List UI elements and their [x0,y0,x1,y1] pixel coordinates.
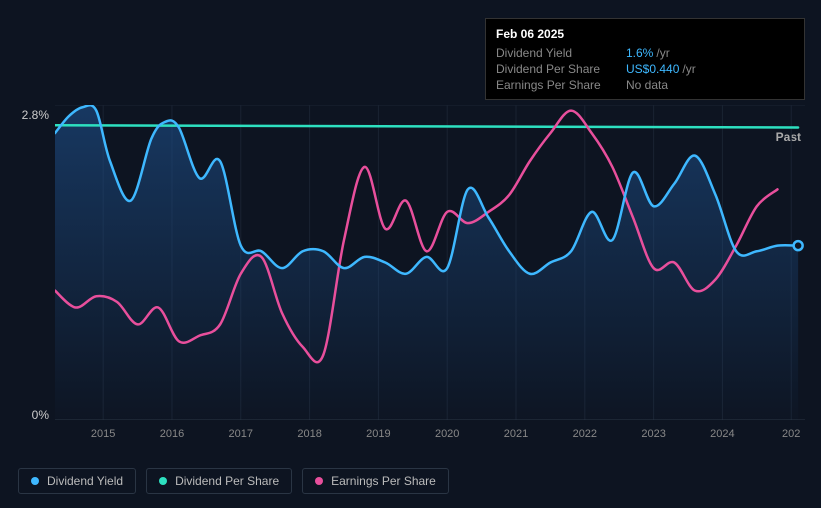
legend-label: Earnings Per Share [331,474,436,488]
tooltip-row: Dividend Per ShareUS$0.440/yr [496,61,794,77]
x-axis-tick-label: 2016 [160,428,184,440]
tooltip-row-label: Dividend Yield [496,46,626,60]
x-axis-tick-label: 2021 [504,428,528,440]
tooltip-row-label: Dividend Per Share [496,62,626,76]
x-axis-tick-label: 202 [782,428,800,440]
x-axis-tick-label: 2019 [366,428,390,440]
tooltip-row: Earnings Per ShareNo data [496,77,794,93]
x-axis-tick-label: 2015 [91,428,115,440]
chart-legend: Dividend Yield Dividend Per Share Earnings… [18,468,449,494]
tooltip-row-label: Earnings Per Share [496,78,626,92]
legend-dot-icon [159,477,167,485]
tooltip-row-value: No data [626,78,668,92]
tooltip-row-unit: /yr [656,46,669,60]
y-axis-max-label: 2.8% [22,108,49,122]
x-axis-tick-label: 2020 [435,428,459,440]
x-axis-tick-label: 2022 [573,428,597,440]
tooltip-date: Feb 06 2025 [496,25,794,45]
legend-label: Dividend Yield [47,474,123,488]
tooltip-row-value: US$0.440 [626,62,679,76]
x-axis-tick-label: 2024 [710,428,734,440]
legend-label: Dividend Per Share [175,474,279,488]
x-axis-tick-label: 2017 [229,428,253,440]
legend-item[interactable]: Dividend Yield [18,468,136,494]
chart-tooltip: Feb 06 2025 Dividend Yield1.6%/yrDividen… [485,18,805,100]
chart-plot-area[interactable] [55,105,805,420]
legend-dot-icon [31,477,39,485]
legend-dot-icon [315,477,323,485]
tooltip-row: Dividend Yield1.6%/yr [496,45,794,61]
x-axis-tick-label: 2023 [641,428,665,440]
legend-item[interactable]: Earnings Per Share [302,468,449,494]
x-axis-tick-label: 2018 [297,428,321,440]
legend-item[interactable]: Dividend Per Share [146,468,292,494]
tooltip-row-unit: /yr [682,62,695,76]
y-axis-min-label: 0% [32,408,49,422]
tooltip-row-value: 1.6% [626,46,653,60]
